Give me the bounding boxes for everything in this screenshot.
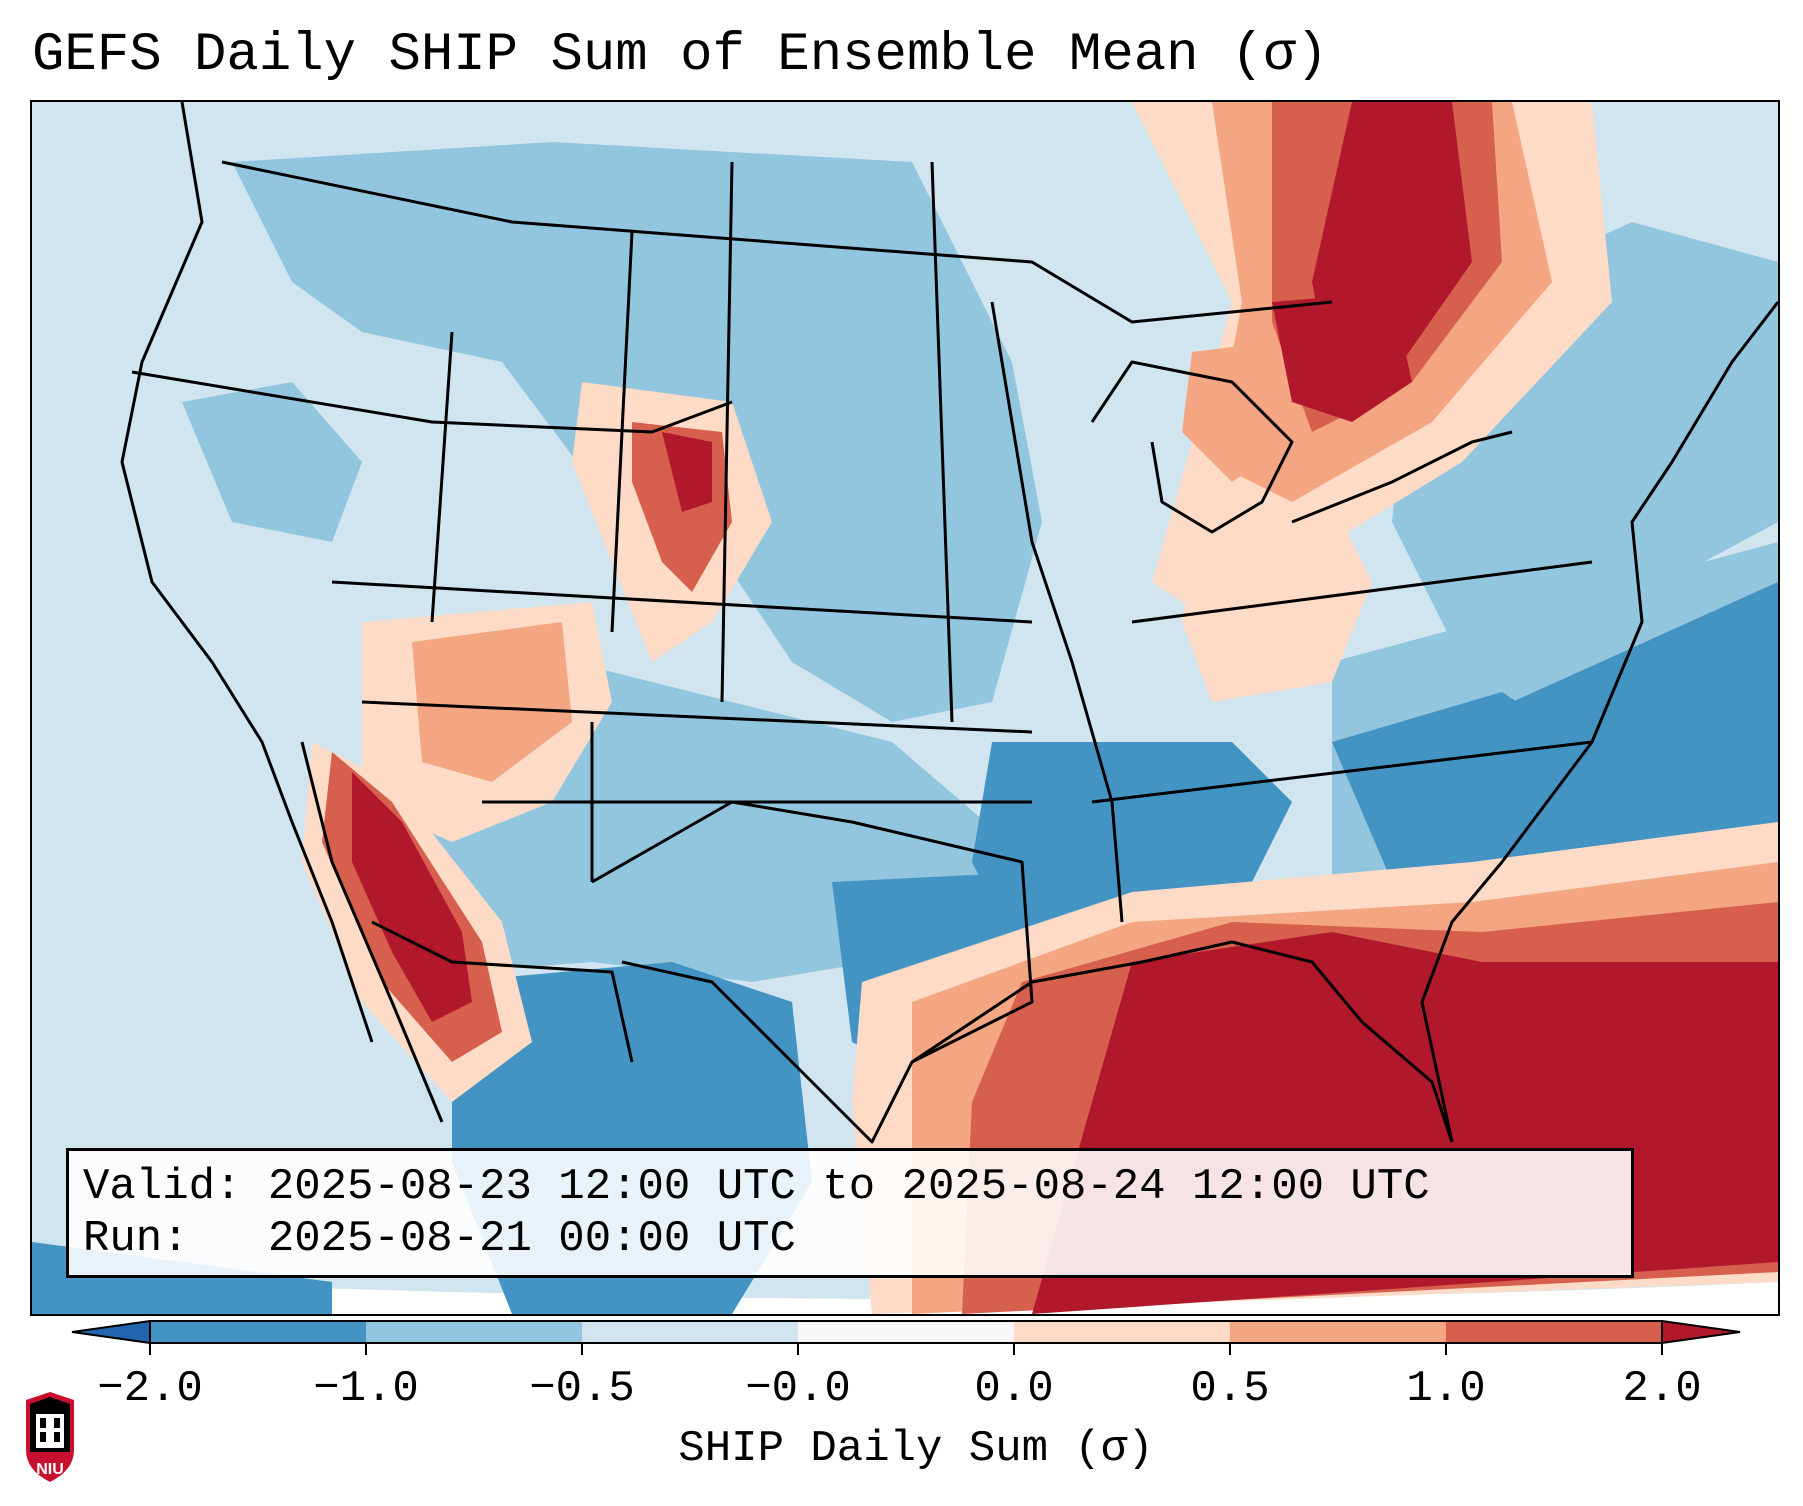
run-label: Run:	[83, 1214, 189, 1264]
colorbar-tick-label: −1.0	[313, 1364, 419, 1414]
colorbar-bin	[150, 1321, 366, 1343]
colorbar-tick-label: −0.0	[745, 1364, 851, 1414]
state-line-1	[131, 370, 733, 434]
state-line-3	[610, 231, 634, 633]
colorbar-bin	[582, 1321, 798, 1343]
valid-value: 2025-08-23 12:00 UTC to 2025-08-24 12:00…	[267, 1162, 1430, 1212]
mexico-interior-border	[371, 920, 634, 1063]
eastern-states-line	[1131, 560, 1593, 624]
eastern-states-line-2	[1091, 740, 1593, 804]
colorbar-bin	[798, 1321, 1014, 1343]
mississippi-line	[990, 301, 1124, 923]
canada-us-border	[221, 160, 1333, 324]
colorbar-label: SHIP Daily Sum (σ)	[678, 1424, 1154, 1474]
baja-coast	[300, 741, 444, 1123]
state-line-7	[361, 700, 1033, 734]
colorbar-outline	[149, 1320, 1663, 1344]
chart-title: GEFS Daily SHIP Sum of Ensemble Mean (σ)	[32, 25, 1329, 86]
colorbar-tick-label: −0.5	[529, 1364, 635, 1414]
colorbar-bin	[1446, 1321, 1662, 1343]
region-michigan-extreme	[1272, 292, 1412, 422]
boundary-lines	[120, 102, 1778, 1144]
niu-logo: NIU	[22, 1390, 78, 1485]
colorbar-tick-label: 0.0	[974, 1364, 1054, 1414]
region-west-blue-patches	[182, 382, 362, 542]
colorbar-tick-label: 1.0	[1406, 1364, 1486, 1414]
atlantic-coast	[1420, 301, 1778, 1143]
coastline-west	[120, 102, 374, 1043]
colorbar-bin	[1230, 1321, 1446, 1343]
colorbar-under-arrow	[71, 1319, 151, 1345]
state-line-2	[430, 331, 454, 623]
region-arizona-mid	[412, 622, 572, 782]
colorbar-over-arrow	[1661, 1319, 1741, 1345]
valid-run-info-box: Valid: 2025-08-23 12:00 UTC to 2025-08-2…	[66, 1148, 1634, 1278]
colorbar-bin	[366, 1321, 582, 1343]
texas-outline	[591, 800, 1034, 1144]
valid-label: Valid:	[83, 1162, 242, 1212]
colorbar-bin	[1014, 1321, 1230, 1343]
region-baja-extreme	[352, 772, 472, 1022]
colorbar-tick-label: 0.5	[1190, 1364, 1270, 1414]
state-line-4	[720, 161, 734, 703]
region-colorado-extreme	[662, 432, 712, 512]
colorbar-tick-label: −2.0	[97, 1364, 203, 1414]
run-value: 2025-08-21 00:00 UTC	[267, 1214, 796, 1264]
colorbar	[71, 1319, 1741, 1355]
great-lakes-shore	[1090, 360, 1294, 534]
state-line-6	[331, 580, 1033, 624]
map-panel	[30, 100, 1780, 1316]
logo-text: NIU	[36, 1461, 64, 1478]
niu-shield-icon	[26, 1392, 74, 1482]
gulf-coast	[911, 940, 1454, 1143]
lake-erie-ontario	[1291, 430, 1513, 524]
colorbar-ticks	[149, 1343, 1663, 1355]
state-line-5	[930, 161, 954, 723]
map-canvas	[32, 102, 1778, 1314]
colorbar-tick-label: 2.0	[1622, 1364, 1702, 1414]
